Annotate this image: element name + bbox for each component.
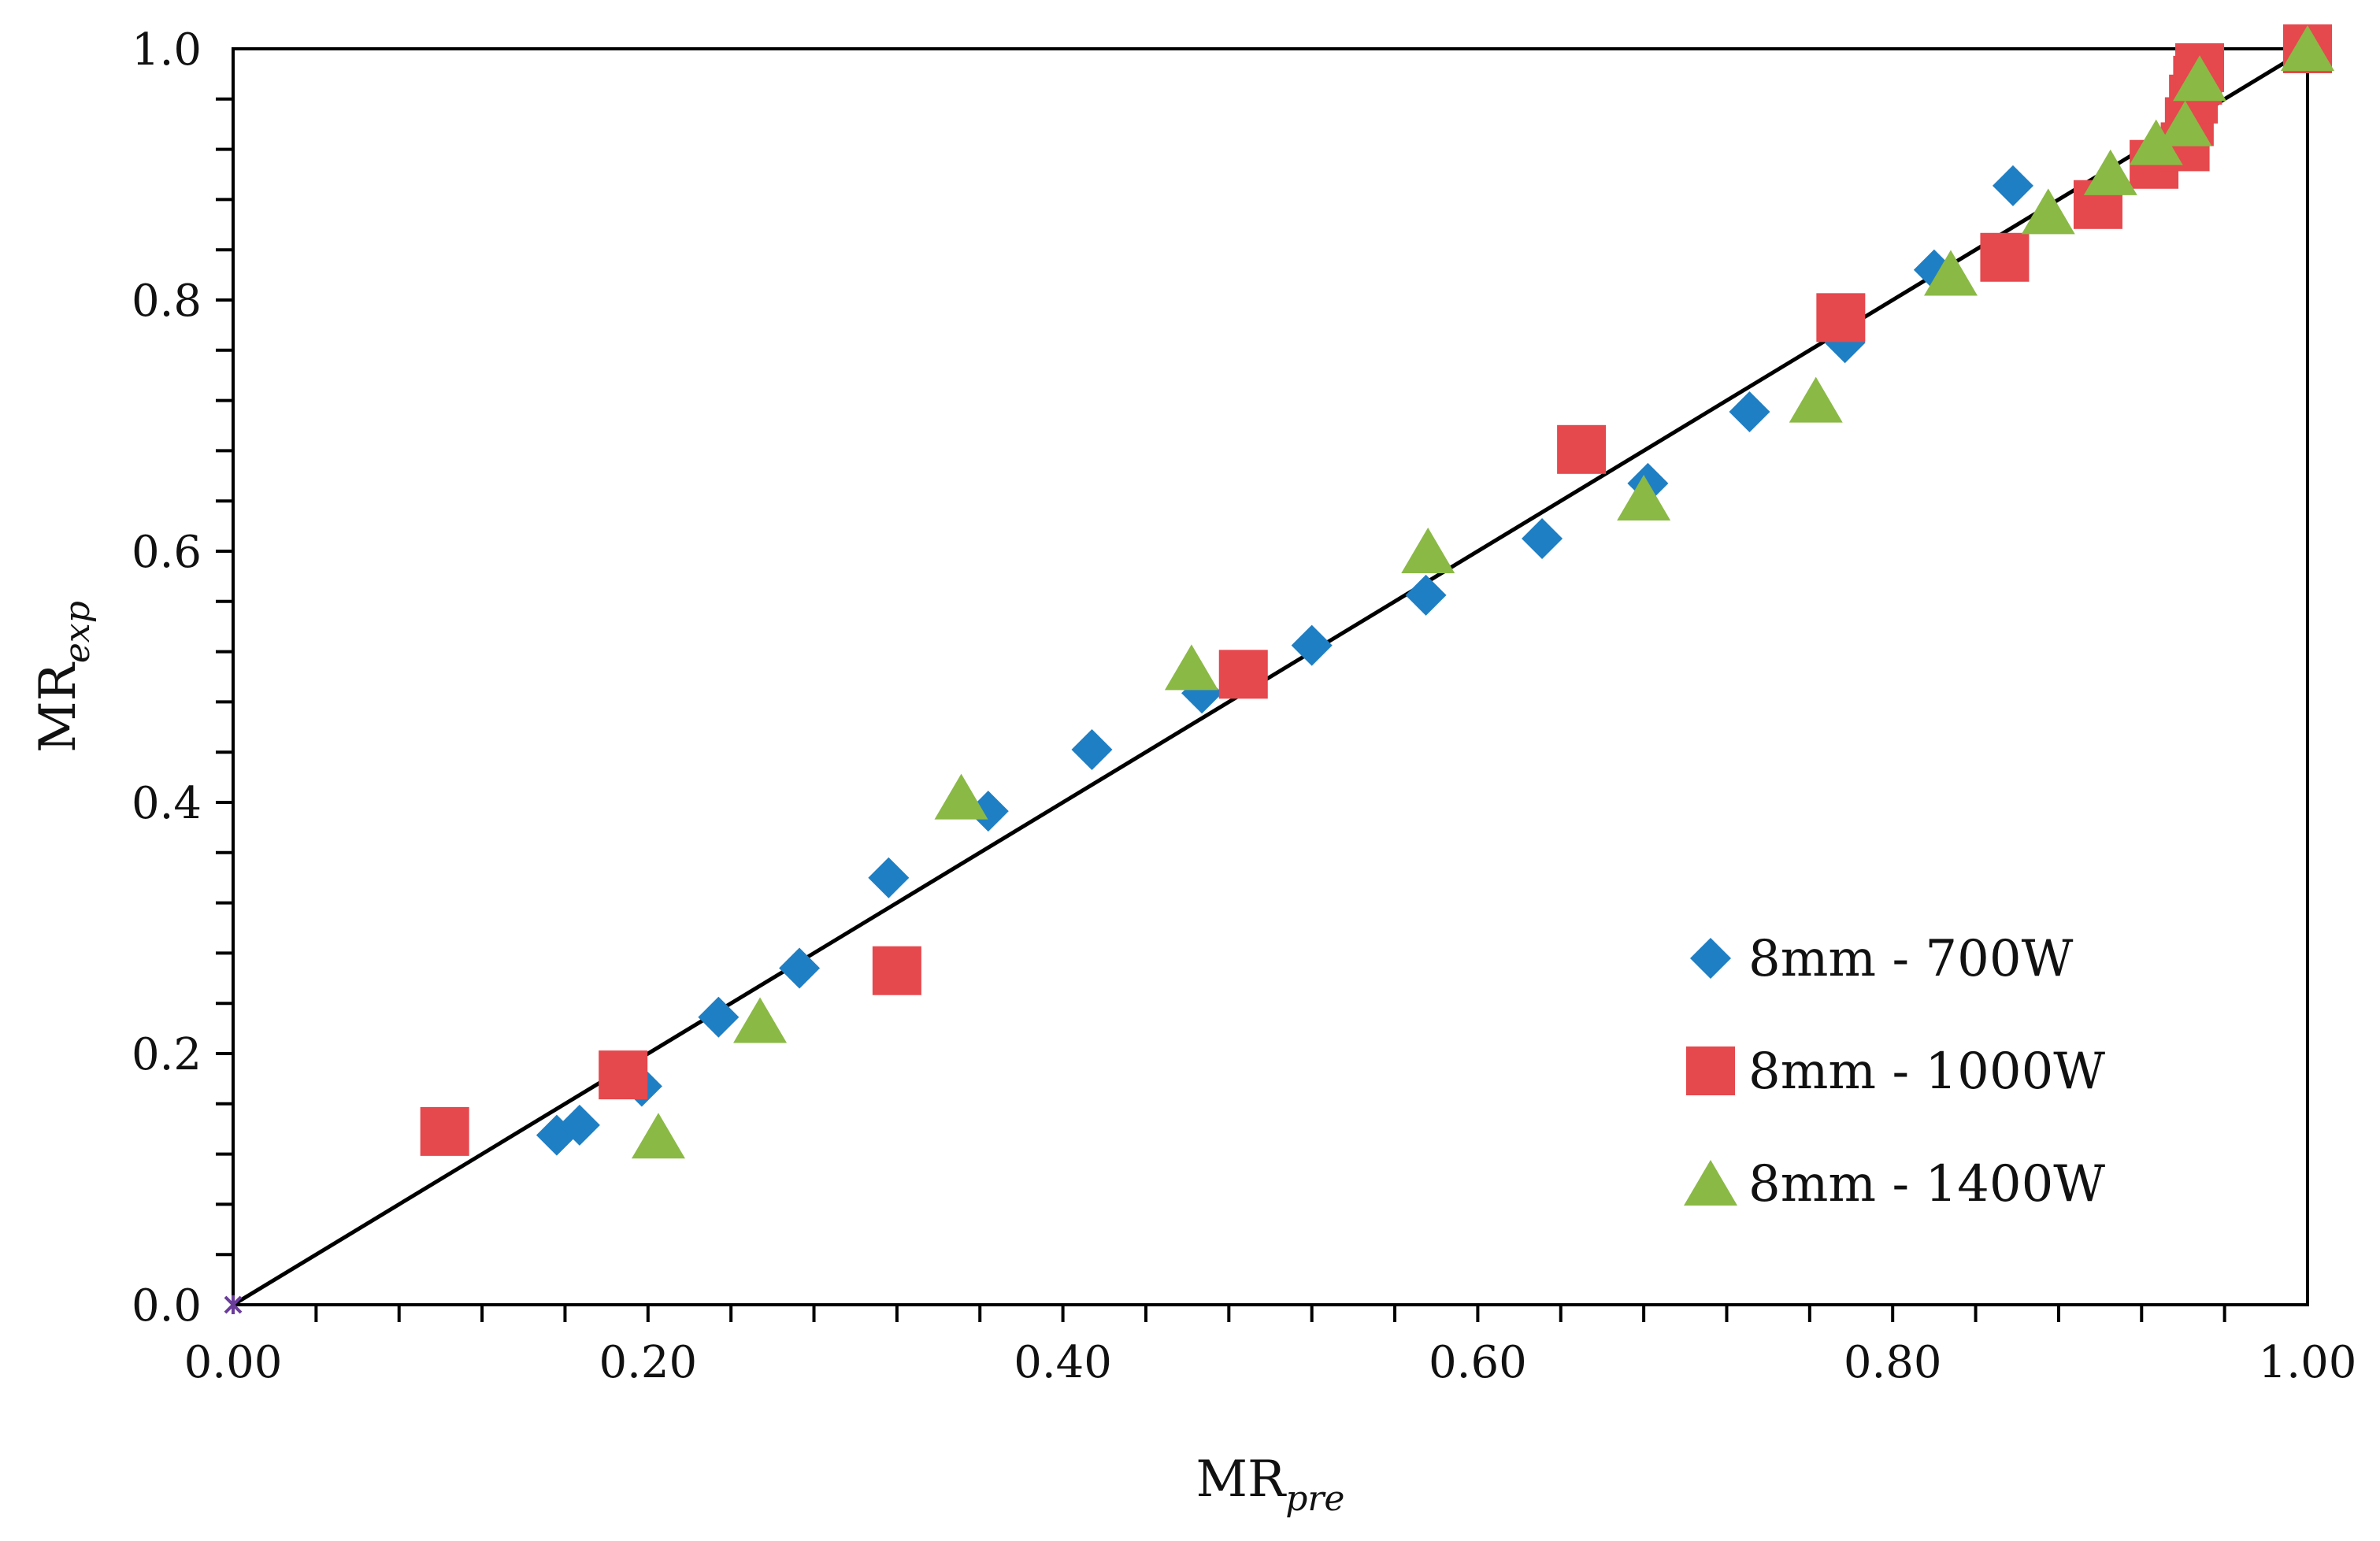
y-axis-title: MRexp — [29, 601, 98, 753]
data-point — [967, 791, 1009, 832]
data-point — [1816, 293, 1866, 343]
marks-layer — [224, 24, 2334, 1314]
data-point — [1071, 729, 1113, 771]
x-tick-label: 0.20 — [599, 1337, 697, 1388]
data-point — [1980, 232, 2030, 282]
legend-marker — [1686, 1046, 1735, 1095]
plot-frame — [232, 47, 2309, 1306]
y-tick-label: 0.0 — [132, 1280, 202, 1332]
data-point — [2158, 100, 2212, 146]
y-tick-label: 0.4 — [132, 778, 202, 829]
data-point — [2173, 55, 2227, 102]
data-point — [1557, 424, 1607, 474]
data-point — [1522, 518, 1563, 560]
data-point — [1992, 165, 2033, 206]
y-tick-label: 0.2 — [132, 1029, 202, 1080]
x-tick-label: 0.60 — [1429, 1337, 1527, 1388]
data-point — [1291, 624, 1333, 666]
labels-layer: 0.00 0.20 0.40 0.60 0.80 1.00 0.0 0.2 0.4 0.6 0.8 1… — [29, 24, 2356, 1519]
data-point — [1164, 644, 1218, 691]
data-point — [733, 997, 788, 1043]
data-point — [631, 1113, 685, 1159]
data-point — [872, 946, 921, 995]
legend-label: 8mm - 700W — [1748, 930, 2074, 988]
reference-line — [232, 46, 2309, 1307]
y-tick-label: 1.0 — [132, 24, 202, 76]
legend-label: 8mm - 1000W — [1748, 1043, 2105, 1101]
x-tick-label: 0.80 — [1844, 1337, 1942, 1388]
data-point — [1729, 391, 1770, 432]
data-point — [558, 1104, 600, 1146]
data-point — [1401, 528, 1455, 573]
data-point — [1405, 574, 1447, 616]
data-point — [1923, 250, 1978, 296]
data-point — [1789, 376, 1843, 423]
x-tick-label: 1.00 — [2259, 1337, 2357, 1388]
legend-marker — [1690, 938, 1731, 979]
x-axis-title: MRpre — [1196, 1450, 1345, 1519]
legend-label: 8mm - 1400W — [1748, 1155, 2105, 1213]
legend: 8mm - 700W 8mm - 1000W 8mm - 1400W — [1684, 930, 2105, 1213]
data-point — [2083, 149, 2137, 195]
data-point — [868, 857, 910, 898]
data-point — [2281, 25, 2334, 71]
legend-marker — [1684, 1160, 1737, 1206]
data-point — [420, 1106, 469, 1156]
x-tick-label: 0.00 — [184, 1337, 283, 1388]
data-point — [698, 996, 740, 1038]
y-tick-label: 0.6 — [132, 527, 202, 578]
data-point — [2129, 119, 2183, 165]
data-point — [599, 1050, 648, 1100]
x-tick-label: 0.40 — [1014, 1337, 1112, 1388]
data-point — [1617, 475, 1671, 521]
axes-layer — [216, 47, 2309, 1322]
data-point — [1218, 650, 1268, 699]
y-tick-label: 0.8 — [132, 276, 202, 327]
data-point — [2021, 188, 2075, 235]
data-point — [779, 947, 821, 989]
data-point — [934, 773, 988, 820]
